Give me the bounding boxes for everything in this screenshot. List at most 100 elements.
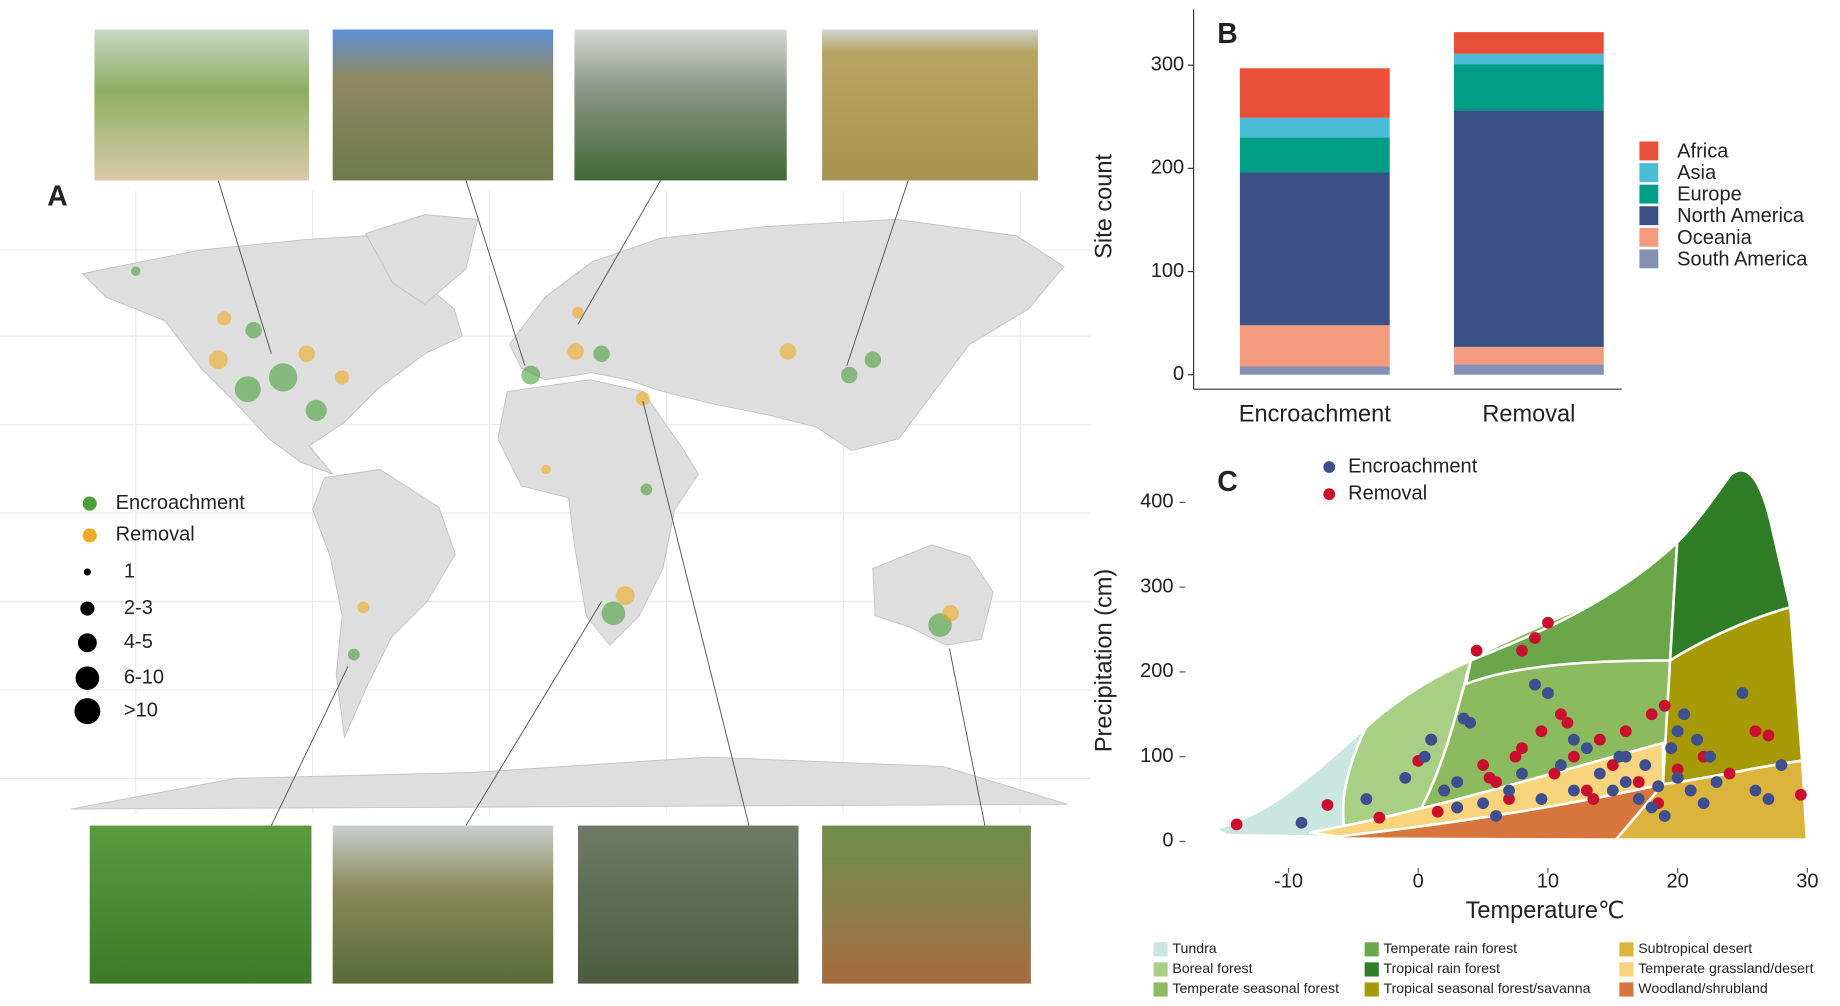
photo: [577, 825, 799, 984]
scatter-point: [1470, 644, 1483, 657]
legend-swatch: [1639, 163, 1659, 182]
scatter-point: [1542, 616, 1554, 629]
scatter-point: [1542, 687, 1554, 699]
legend-label: Asia: [1677, 162, 1717, 184]
scatter-point: [1639, 759, 1652, 772]
size-legend-dot: [77, 633, 97, 653]
scatter-point: [1373, 811, 1386, 824]
biome-legend-swatch: [1619, 942, 1634, 957]
photo: [94, 29, 310, 181]
site-dot: [305, 399, 327, 422]
site-dot: [615, 586, 635, 606]
size-legend-dot: [74, 698, 101, 725]
world-map: [0, 191, 1092, 814]
scatter-point: [1697, 797, 1710, 810]
x-tick-label: -10: [1274, 870, 1303, 892]
y-axis-title: Precipitation (cm): [1090, 569, 1116, 752]
bar-segment: [1453, 110, 1604, 347]
scatter-point: [1230, 818, 1243, 831]
y-axis-title: Site count: [1090, 154, 1116, 259]
scatter-point: [1399, 771, 1412, 784]
scatter-point: [1632, 776, 1645, 788]
scatter-point: [1775, 759, 1788, 772]
antarctica: [70, 756, 1068, 810]
legend-swatch: [1323, 461, 1336, 473]
africa: [497, 379, 699, 646]
scatter-point: [1632, 793, 1645, 805]
legend-label: Africa: [1677, 140, 1729, 162]
site-dot: [521, 365, 541, 385]
y-tick-label: 200: [1151, 157, 1184, 179]
scatter-point: [1483, 771, 1496, 784]
site-dot: [217, 311, 232, 326]
scatter-point: [1762, 793, 1775, 805]
scatter-point: [1580, 742, 1593, 755]
site-dot: [208, 350, 228, 370]
scatter-point: [1321, 799, 1334, 811]
legend-swatch: [1639, 184, 1659, 204]
scatter-point: [1529, 632, 1541, 644]
scatter-point: [1684, 784, 1697, 797]
scatter-point: [1438, 784, 1451, 797]
bar-segment: [1453, 64, 1604, 111]
bar-segment: [1239, 325, 1390, 367]
bar-segment: [1239, 366, 1390, 375]
scatter-point: [1431, 805, 1444, 818]
scatter-point: [1567, 784, 1580, 797]
scatter-point: [1658, 810, 1671, 822]
y-tick-label: 100: [1140, 745, 1173, 767]
scatter-point: [1652, 780, 1665, 793]
scatter-point: [1477, 759, 1489, 772]
size-legend-dot: [75, 666, 100, 690]
biome-legend-label: Temperate seasonal forest: [1172, 980, 1339, 996]
size-legend-dot: [83, 568, 91, 576]
size-legend-dot: [80, 601, 95, 616]
y-tick-label: 300: [1140, 575, 1173, 597]
scatter-point: [1704, 750, 1716, 763]
scatter-point: [1490, 810, 1502, 822]
site-dot: [234, 376, 261, 403]
biome-legend-label: Woodland/shrubland: [1638, 980, 1767, 996]
scatter-point: [1567, 750, 1580, 763]
size-legend-label: 1: [124, 560, 135, 582]
legend-label: North America: [1677, 205, 1805, 227]
biome-legend-swatch: [1619, 962, 1634, 977]
scatter-point: [1503, 793, 1515, 805]
site-dot: [635, 391, 650, 406]
y-tick-label: 200: [1140, 660, 1173, 682]
legend-label: Encroachment: [116, 492, 246, 514]
scatter-point: [1606, 759, 1619, 772]
site-dot: [131, 266, 141, 276]
bar-segment: [1453, 346, 1604, 365]
site-dot: [593, 345, 610, 363]
y-tick-label: 0: [1162, 830, 1173, 852]
biome-legend-swatch: [1153, 982, 1168, 997]
bar-segment: [1453, 364, 1604, 375]
site-dot: [348, 648, 360, 661]
scatter-point: [1555, 759, 1567, 772]
scatter-point: [1451, 801, 1464, 814]
south-america: [312, 468, 456, 739]
biome-legend-swatch: [1153, 962, 1168, 977]
site-dot: [335, 370, 350, 385]
scatter-point: [1555, 708, 1567, 721]
size-legend-label: 2-3: [124, 597, 153, 619]
legend-swatch: [1639, 206, 1659, 226]
scatter-point: [1561, 716, 1574, 729]
y-tick-label: 0: [1173, 363, 1184, 385]
scatter-point: [1671, 725, 1684, 738]
scatter-point: [1749, 725, 1762, 738]
site-dot: [245, 321, 262, 339]
scatter-point: [1723, 767, 1736, 780]
scatter-point: [1587, 793, 1600, 805]
legend-label: Removal: [116, 524, 195, 546]
bar-segment: [1239, 172, 1390, 326]
biome-legend-label: Tropical seasonal forest/savanna: [1383, 980, 1590, 996]
legend-label: Europe: [1677, 184, 1742, 206]
legend-swatch: [1639, 141, 1659, 161]
biome-legend-label: Temperate rain forest: [1383, 940, 1517, 956]
site-dot: [840, 366, 858, 384]
scatter-point: [1580, 784, 1593, 797]
bar-segment: [1239, 68, 1390, 118]
